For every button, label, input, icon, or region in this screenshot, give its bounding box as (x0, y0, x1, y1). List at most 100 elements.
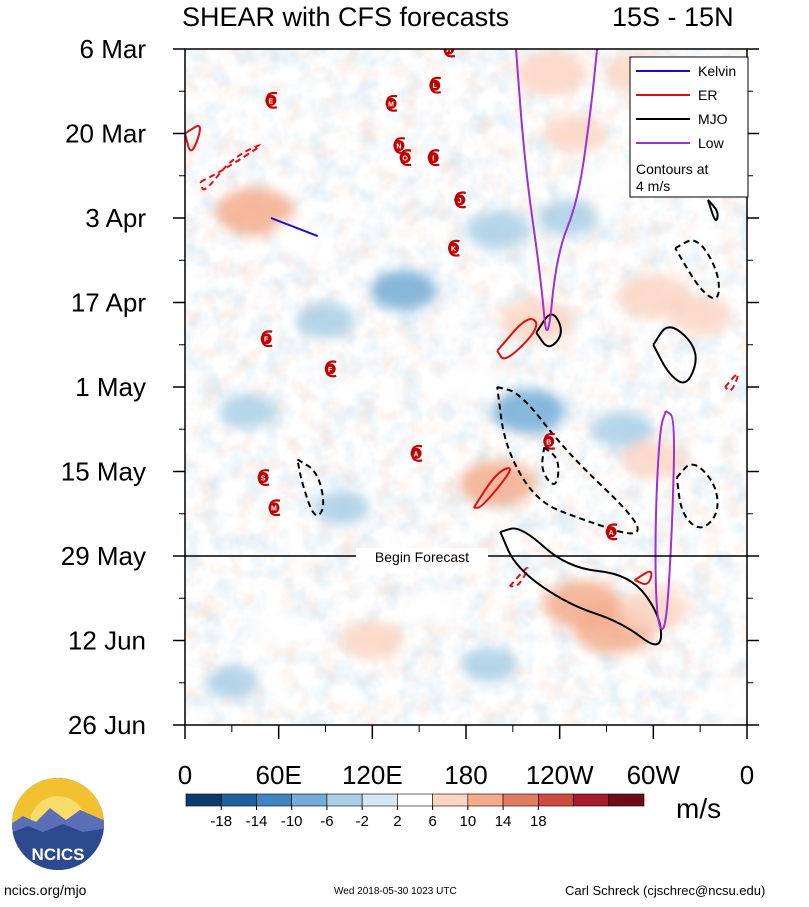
colorbar-swatch-12 (608, 793, 645, 807)
er-contour-4 (472, 467, 511, 509)
mjo-contour-11 (707, 199, 719, 221)
anomaly-blob-23 (406, 586, 464, 622)
wave-contours (185, 49, 739, 646)
mjo-contour-13 (541, 446, 560, 485)
anomaly-blob-5 (272, 217, 333, 255)
anomaly-blob-19 (312, 490, 370, 526)
footer-author: Carl Schreck (cjschrec@ncsu.edu) (565, 883, 766, 898)
anomaly-blob-27 (205, 666, 259, 700)
anomaly-blob-6 (537, 199, 598, 237)
storm-letter-9: F (264, 337, 269, 344)
x-tick-label-1: 60E (256, 760, 302, 790)
anomaly-blob-12 (668, 295, 732, 334)
colorbar-swatch-7 (432, 793, 469, 807)
colorbar-swatch-4 (326, 793, 363, 807)
colorbar-tick-0: -18 (210, 813, 232, 830)
storm-marker-2: E (265, 91, 278, 109)
er-contour-5 (634, 570, 653, 585)
storm-marker-11: A (410, 444, 423, 462)
anomaly-blob-15 (592, 410, 653, 448)
storm-marker-8: K (448, 239, 460, 257)
storm-letter-13: M (271, 506, 277, 513)
storm-letter-8: K (451, 246, 456, 253)
colorbar-tick-4: -2 (355, 813, 368, 830)
colorbar-swatch-8 (467, 793, 504, 807)
storm-marker-13: M (268, 499, 281, 517)
mjo-contour-14 (675, 463, 719, 529)
colorbar-swatch-9 (502, 793, 539, 807)
anomaly-blob-22 (618, 589, 689, 632)
storm-markers: H L E M NO I J K F F A S M B A (257, 47, 618, 541)
storm-letter-12: S (261, 476, 266, 483)
legend-label-low: Low (698, 135, 725, 151)
colorbar-tick-5: 2 (393, 813, 401, 830)
mjo-contour-12 (496, 386, 639, 535)
colorbar-swatch-10 (538, 793, 574, 807)
storm-marker-12: S (257, 469, 270, 486)
anomaly-blob-3 (576, 163, 637, 201)
storm-marker-1: L (429, 76, 441, 94)
er-contour-6 (508, 567, 529, 588)
storm-letter-5: O (402, 156, 408, 163)
storm-letter-14: B (546, 439, 551, 446)
storm-marker-15: A (605, 523, 618, 541)
storm-marker-6: I (427, 149, 440, 167)
legend-note: Contours at (636, 161, 708, 177)
storm-letter-6: I (432, 156, 434, 163)
er-contour-2 (199, 144, 262, 191)
forecast-start-line: Begin Forecast (185, 548, 747, 565)
er-contour-7 (724, 373, 739, 392)
storm-marker-10: F (324, 360, 337, 378)
anomaly-blob-18 (219, 393, 276, 429)
colorbar-tick-1: -14 (246, 813, 268, 830)
colorbar-tick-6: 6 (428, 813, 436, 830)
x-tick-label-0: 0 (178, 760, 192, 790)
anomaly-blob-10 (499, 298, 573, 343)
mjo-contour-8 (535, 313, 562, 348)
y-tick-label-2: 3 Apr (85, 203, 146, 233)
y-tick-label-4: 1 May (75, 372, 146, 402)
legend-label-kelvin: Kelvin (698, 63, 736, 79)
footer-website[interactable]: ncics.org/mjo (4, 882, 87, 898)
colorbar-unit: m/s (676, 793, 722, 824)
anomaly-blob-4 (215, 188, 295, 236)
storm-letter-1: L (433, 83, 438, 90)
x-tick-label-5: 60W (627, 760, 681, 790)
anomaly-blob-0 (515, 51, 589, 96)
storm-marker-9: F (260, 330, 273, 348)
storm-marker-7: J (454, 191, 466, 209)
colorbar-tick-9: 18 (530, 813, 547, 830)
storm-marker-4: N (393, 137, 406, 154)
mjo-contour-9 (652, 326, 697, 384)
colorbar-tick-8: 14 (495, 813, 512, 830)
er-contour-1 (185, 124, 201, 152)
axes: 6 Mar 20 Mar 3 Apr 17 Apr 1 May 15 May 29 May 1… (61, 34, 759, 790)
anomaly-blob-24 (340, 621, 404, 660)
colorbar-swatch-11 (573, 793, 610, 807)
storm-letter-11: A (414, 451, 419, 458)
colorbar-tick-7: 10 (460, 813, 477, 830)
storm-letter-0: H (446, 47, 451, 54)
storm-letter-3: M (388, 101, 394, 108)
colorbar-swatch-2 (256, 793, 292, 807)
anomaly-blob-8 (370, 270, 437, 311)
y-tick-label-1: 20 Mar (65, 119, 146, 149)
anomaly-blob-14 (492, 389, 565, 434)
colorbar-swatch-0 (185, 793, 222, 807)
y-tick-label-7: 12 Jun (68, 626, 146, 656)
mjo-contour-15 (674, 239, 720, 300)
footer-timestamp: Wed 2018-05-30 1023 UTC (334, 886, 457, 897)
region-label: 15S - 15N (612, 2, 734, 32)
anomaly-blob-7 (465, 210, 529, 250)
storm-letter-4: N (396, 144, 401, 151)
anomaly-blob-16 (459, 460, 536, 507)
anomaly-blobs (205, 51, 747, 719)
storm-marker-5: O (399, 149, 412, 167)
kelvin-contour-0 (270, 217, 319, 238)
y-tick-label-3: 17 Apr (71, 288, 147, 318)
logo-text: NCICS (32, 845, 85, 864)
low-contour-17 (515, 49, 599, 331)
forecast-label: Begin Forecast (375, 549, 469, 565)
storm-letter-15: A (609, 530, 614, 537)
